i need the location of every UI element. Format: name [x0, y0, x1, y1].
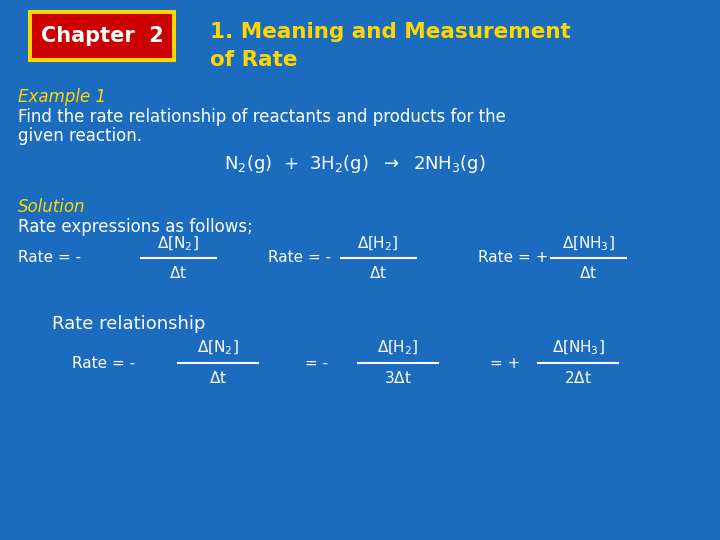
Text: Chapter  2: Chapter 2 [40, 26, 163, 46]
Text: Solution: Solution [18, 198, 86, 216]
Text: $\Delta$t: $\Delta$t [579, 265, 597, 281]
Text: = +: = + [490, 355, 521, 370]
Text: 3$\Delta$t: 3$\Delta$t [384, 370, 412, 386]
Text: Find the rate relationship of reactants and products for the: Find the rate relationship of reactants … [18, 108, 506, 126]
Text: Example 1: Example 1 [18, 88, 106, 106]
Text: = -: = - [305, 355, 333, 370]
Text: $\Delta$[H$_2$]: $\Delta$[H$_2$] [357, 235, 399, 253]
Text: 1. Meaning and Measurement: 1. Meaning and Measurement [210, 22, 571, 42]
Text: 2$\Delta$t: 2$\Delta$t [564, 370, 592, 386]
Text: $\Delta$[NH$_3$]: $\Delta$[NH$_3$] [552, 339, 604, 357]
Text: $\Delta$[N$_2$]: $\Delta$[N$_2$] [157, 235, 199, 253]
Text: Rate = -: Rate = - [72, 355, 140, 370]
Text: $\Delta$[H$_2$]: $\Delta$[H$_2$] [377, 339, 419, 357]
Text: Rate = -: Rate = - [268, 251, 336, 266]
Text: given reaction.: given reaction. [18, 127, 142, 145]
Text: Rate relationship: Rate relationship [52, 315, 205, 333]
Text: Rate expressions as follows;: Rate expressions as follows; [18, 218, 253, 236]
Text: $\Delta$t: $\Delta$t [209, 370, 227, 386]
Text: $\Delta$t: $\Delta$t [169, 265, 187, 281]
FancyBboxPatch shape [32, 14, 172, 58]
Text: $\Delta$[NH$_3$]: $\Delta$[NH$_3$] [562, 235, 614, 253]
Text: N$_2$(g)  +  3H$_2$(g)  $\rightarrow$  2NH$_3$(g): N$_2$(g) + 3H$_2$(g) $\rightarrow$ 2NH$_… [224, 153, 486, 175]
Text: Rate = +: Rate = + [478, 251, 549, 266]
Text: $\Delta$t: $\Delta$t [369, 265, 387, 281]
FancyBboxPatch shape [28, 10, 176, 62]
Text: Rate = -: Rate = - [18, 251, 86, 266]
Text: of Rate: of Rate [210, 50, 297, 70]
Text: $\Delta$[N$_2$]: $\Delta$[N$_2$] [197, 339, 239, 357]
